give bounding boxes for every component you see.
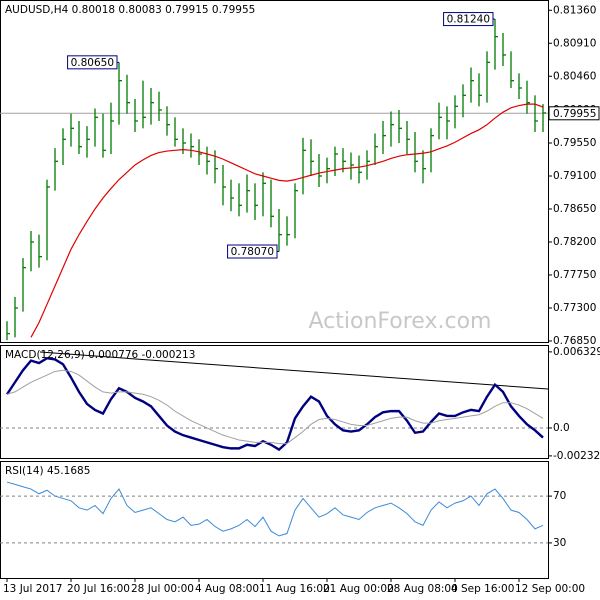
panel: 0.006329 0.0 -0.002324 MACD(12,26,9) 0.0007…: [0, 345, 600, 462]
panel: 30 70 RSI(14) 45.1685: [0, 461, 566, 579]
y-tick-label: 0.79100: [553, 170, 596, 182]
y-tick-label: 0.78200: [553, 236, 596, 248]
y-tick-label: 0.79550: [553, 137, 596, 149]
x-tick-label: 4 Sep 16:00: [451, 583, 514, 595]
y-tick-label: 0.76850: [553, 335, 596, 347]
annotation-label: 0.78070: [231, 246, 274, 258]
last-price-label: 0.79955: [553, 108, 596, 120]
panel-title: AUDUSD,H4 0.80018 0.80083 0.79915 0.7995…: [5, 4, 255, 16]
x-tick-label: 13 Jul 2017: [3, 583, 62, 595]
y-tick-label: 0.77300: [553, 302, 596, 314]
x-tick-label: 21 Aug 00:00: [323, 583, 394, 595]
macd-line: [6, 356, 544, 452]
panel-frame: [0, 461, 549, 579]
x-tick-label: 28 Jul 00:00: [131, 583, 194, 595]
y-tick-label: 0.0: [553, 422, 570, 434]
watermark: ActionForex.com: [309, 309, 492, 334]
last-price-box: [548, 106, 600, 121]
panel-frame: [0, 345, 549, 459]
x-tick-label: 4 Aug 08:00: [195, 583, 259, 595]
y-tick-label: 70: [553, 490, 566, 502]
y-tick-label: 0.81360: [553, 4, 596, 16]
y-tick-label: 0.77750: [553, 269, 596, 281]
x-tick-label: 20 Jul 16:00: [67, 583, 130, 595]
panel-frame: [0, 0, 549, 343]
y-tick-label: 0.80910: [553, 37, 596, 49]
y-tick-label: 0.78650: [553, 203, 596, 215]
x-tick-label: 11 Aug 16:00: [259, 583, 330, 595]
annotation-label: 0.80650: [71, 57, 114, 69]
panel: 0.813600.809100.804600.800000.795500.791…: [0, 0, 600, 347]
y-tick-label: 30: [553, 537, 566, 549]
macd-trendline: [39, 351, 549, 390]
x-tick-label: 12 Sep 00:00: [515, 583, 585, 595]
y-tick-label: 0.006329: [553, 346, 600, 358]
y-tick-label: -0.002324: [553, 450, 600, 462]
rsi-line: [6, 481, 544, 537]
moving-average: [30, 103, 544, 338]
macd-line: [6, 369, 544, 445]
panel-title: RSI(14) 45.1685: [5, 465, 90, 477]
x-tick-label: 28 Aug 08:00: [387, 583, 458, 595]
annotation-label: 0.81240: [447, 14, 490, 26]
y-tick-label: 0.80460: [553, 70, 596, 82]
panel-title: MACD(12,26,9) 0.000776 -0.000213: [5, 349, 195, 361]
